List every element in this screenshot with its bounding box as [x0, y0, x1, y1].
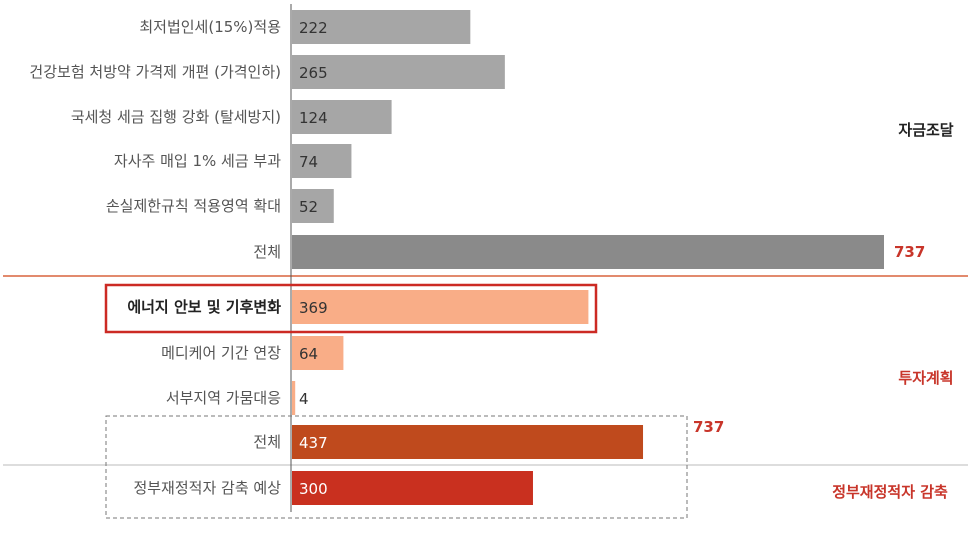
bar-0-2 — [292, 100, 392, 134]
bar-1-2 — [292, 381, 296, 415]
group-label-deficit: 정부재정적자 감축 — [832, 483, 948, 501]
group-label-funding: 자금조달 — [898, 121, 953, 139]
value-label-1-3: 437 — [299, 434, 328, 452]
category-label-0-3: 자사주 매입 1% 세금 부과 — [114, 152, 281, 170]
value-label-0-1: 265 — [299, 64, 328, 82]
bar-2-0 — [292, 471, 533, 505]
category-label-1-0: 에너지 안보 및 기후변화 — [127, 298, 281, 316]
dashed-group-box — [105, 415, 688, 519]
category-label-1-2: 서부지역 가뭄대응 — [166, 389, 281, 407]
bar-0-4 — [292, 189, 334, 223]
value-label-0-2: 124 — [299, 109, 328, 127]
bar-0-3 — [292, 144, 352, 178]
bar-1-1 — [292, 336, 344, 370]
category-label-0-5: 전체 — [253, 243, 281, 261]
value-label-0-5: 737 — [894, 243, 925, 261]
bar-1-0 — [292, 290, 589, 324]
value-label-0-3: 74 — [299, 153, 318, 171]
category-label-0-1: 건강보험 처방약 가격제 개편 (가격인하) — [29, 63, 281, 81]
category-label-1-1: 메디케어 기간 연장 — [161, 344, 281, 362]
value-label-1-1: 64 — [299, 345, 318, 363]
value-label-0-4: 52 — [299, 198, 318, 216]
value-label-1-2: 4 — [299, 390, 309, 408]
bar-0-0 — [292, 10, 471, 44]
bar-1-3 — [292, 425, 644, 459]
value-label-2-0: 300 — [299, 480, 328, 498]
category-label-2-0: 정부재정적자 감축 예상 — [133, 479, 281, 497]
bar-0-5 — [292, 235, 884, 269]
bar-0-1 — [292, 55, 505, 89]
group-label-investment: 투자계획 — [898, 369, 953, 387]
category-label-1-3: 전체 — [253, 433, 281, 451]
value-label-0-0: 222 — [299, 19, 328, 37]
category-label-0-4: 손실제한규칙 적용영역 확대 — [106, 197, 281, 215]
category-label-0-0: 최저법인세(15%)적용 — [139, 18, 281, 36]
annotation-total: 737 — [693, 418, 724, 436]
category-label-0-2: 국세청 세금 집행 강화 (탈세방지) — [71, 108, 281, 126]
highlight-box — [104, 283, 598, 334]
value-label-1-0: 369 — [299, 299, 328, 317]
